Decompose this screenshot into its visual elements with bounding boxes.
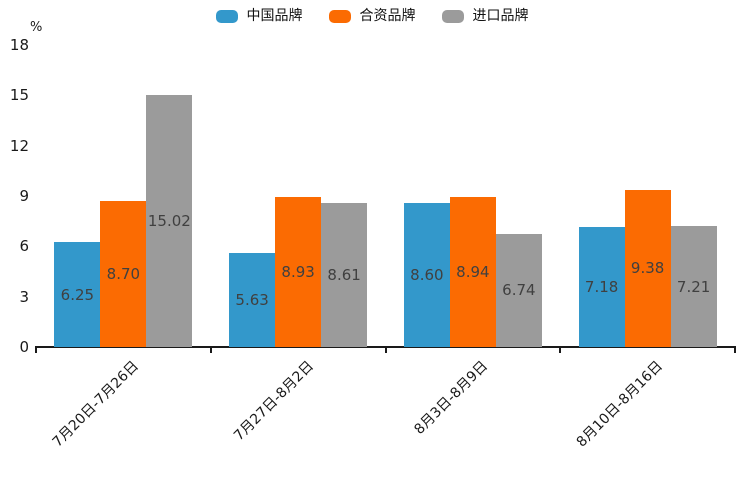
legend-label: 中国品牌 [246, 8, 303, 24]
legend-label: 合资品牌 [359, 8, 416, 24]
legend-item-china-brand: 中国品牌 [215, 7, 303, 25]
bar-value-label: 8.60 [410, 265, 444, 284]
bar-合资品牌-7月27日-8月2日 [275, 197, 322, 347]
y-axis-tick-label: 9 [19, 187, 29, 205]
bar-value-label: 15.02 [147, 211, 191, 230]
legend-label: 进口品牌 [472, 8, 529, 24]
bar-value-label: 8.94 [456, 263, 490, 281]
bar-value-label: 5.63 [235, 290, 269, 309]
chart-legend: 中国品牌 合资品牌 进口品牌 [0, 7, 744, 25]
legend-swatch-icon [215, 9, 238, 23]
bar-value-label: 8.61 [327, 265, 361, 284]
bar-value-label: 6.74 [502, 281, 536, 300]
bar-合资品牌-8月10日-8月16日 [624, 189, 671, 347]
bar-value-label: 8.70 [106, 265, 141, 284]
y-axis-tick-label: 12 [9, 136, 29, 155]
bar-进口品牌-7月27日-8月2日 [321, 202, 368, 347]
legend-swatch-icon [328, 9, 351, 23]
y-axis-tick-label: 3 [19, 287, 29, 306]
legend-item-joint-venture-brand: 合资品牌 [328, 7, 416, 25]
x-axis-category-label: 8月3日-8月9日 [411, 358, 492, 438]
bar-进口品牌-8月10日-8月16日 [670, 226, 717, 347]
legend-item-import-brand: 进口品牌 [441, 7, 529, 25]
y-axis-unit-label: % [30, 20, 43, 35]
bar-value-label: 8.93 [281, 263, 315, 282]
bar-中国品牌-8月10日-8月16日 [578, 226, 625, 347]
bar-合资品牌-8月3日-8月9日 [449, 197, 496, 347]
x-axis-category-label: 8月10日-8月16日 [573, 358, 667, 451]
y-axis-tick-label: 18 [9, 36, 29, 54]
y-axis-tick-label: 6 [19, 237, 29, 256]
y-axis-tick-label: 15 [9, 86, 29, 105]
x-axis-tick-mark [559, 348, 562, 353]
bar-进口品牌-8月3日-8月9日 [495, 233, 542, 347]
bar-value-label: 6.25 [60, 285, 95, 304]
x-axis-tick-mark [734, 348, 736, 353]
bar-合资品牌-7月20日-7月26日 [100, 201, 147, 347]
x-axis-tick-mark [384, 348, 387, 353]
legend-swatch-icon [441, 9, 464, 23]
bar-value-label: 7.21 [676, 277, 711, 296]
x-axis-tick-mark [209, 348, 212, 353]
bar-中国品牌-8月3日-8月9日 [403, 202, 450, 347]
x-axis-line [35, 346, 736, 348]
bar-中国品牌-7月27日-8月2日 [229, 252, 276, 347]
x-axis-category-label: 7月20日-7月26日 [49, 358, 142, 451]
y-axis-tick-label: 0 [19, 338, 29, 356]
bar-中国品牌-7月20日-7月26日 [54, 242, 101, 347]
bar-value-label: 9.38 [630, 259, 665, 278]
bar-value-label: 7.18 [584, 277, 619, 296]
x-axis-category-label: 7月27日-8月2日 [230, 358, 317, 445]
x-axis-tick-mark [35, 348, 37, 353]
bar-进口品牌-7月20日-7月26日 [146, 94, 193, 347]
